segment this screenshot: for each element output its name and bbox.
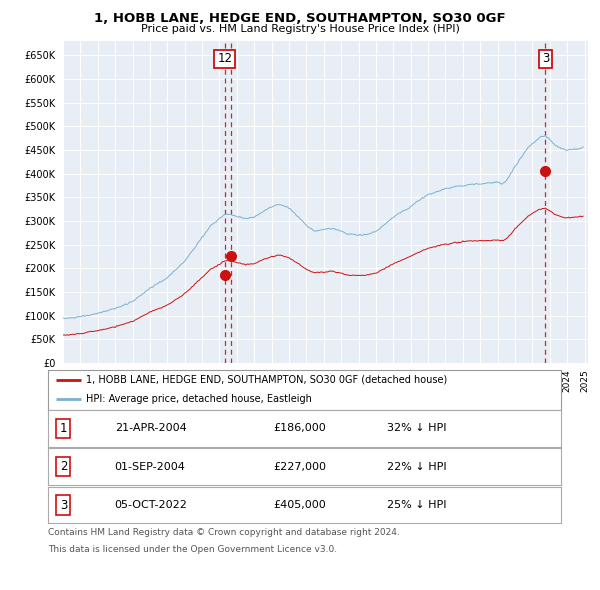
Text: £405,000: £405,000 — [274, 500, 326, 510]
Text: This data is licensed under the Open Government Licence v3.0.: This data is licensed under the Open Gov… — [48, 545, 337, 553]
Text: 1, HOBB LANE, HEDGE END, SOUTHAMPTON, SO30 0GF (detached house): 1, HOBB LANE, HEDGE END, SOUTHAMPTON, SO… — [86, 375, 448, 385]
Text: Price paid vs. HM Land Registry's House Price Index (HPI): Price paid vs. HM Land Registry's House … — [140, 24, 460, 34]
Text: 3: 3 — [60, 499, 67, 512]
Text: 2: 2 — [59, 460, 67, 473]
Text: 25% ↓ HPI: 25% ↓ HPI — [386, 500, 446, 510]
Text: 01-SEP-2004: 01-SEP-2004 — [115, 462, 185, 471]
Text: 05-OCT-2022: 05-OCT-2022 — [115, 500, 188, 510]
Text: HPI: Average price, detached house, Eastleigh: HPI: Average price, detached house, East… — [86, 394, 313, 404]
Text: £186,000: £186,000 — [274, 424, 326, 433]
Text: 22% ↓ HPI: 22% ↓ HPI — [386, 462, 446, 471]
Text: 12: 12 — [217, 53, 232, 65]
Text: £227,000: £227,000 — [274, 462, 327, 471]
Text: 1, HOBB LANE, HEDGE END, SOUTHAMPTON, SO30 0GF: 1, HOBB LANE, HEDGE END, SOUTHAMPTON, SO… — [94, 12, 506, 25]
Text: Contains HM Land Registry data © Crown copyright and database right 2024.: Contains HM Land Registry data © Crown c… — [48, 528, 400, 537]
Text: 32% ↓ HPI: 32% ↓ HPI — [386, 424, 446, 433]
Text: 1: 1 — [59, 422, 67, 435]
Text: 21-APR-2004: 21-APR-2004 — [115, 424, 187, 433]
Text: 3: 3 — [542, 53, 549, 65]
